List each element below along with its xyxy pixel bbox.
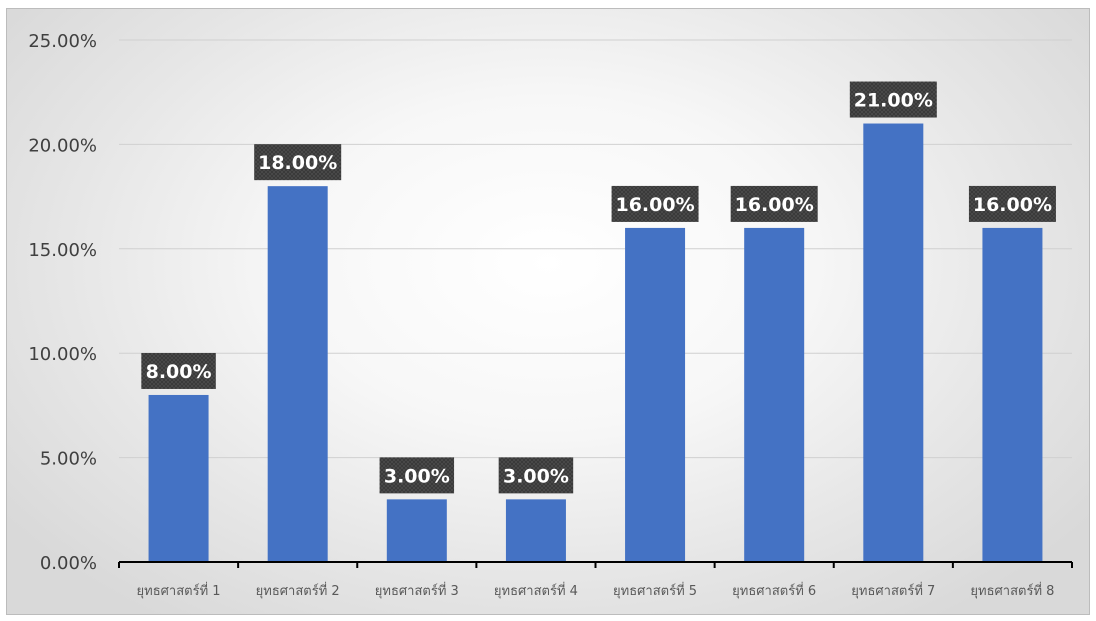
bar bbox=[982, 227, 1043, 563]
bar bbox=[863, 123, 924, 563]
x-tick-label: ยุทธศาสตร์ที่ 3 bbox=[375, 582, 459, 599]
data-label-text: 21.00% bbox=[854, 90, 933, 112]
bar-chart: 0.00% 5.00% 10.00% 15.00% 20.00% 25.00% ยุทธศ… bbox=[28, 31, 1073, 599]
y-tick-label: 20.00% bbox=[28, 135, 97, 156]
data-label: 8.00% bbox=[141, 352, 216, 389]
x-tick-label: ยุทธศาสตร์ที่ 8 bbox=[970, 582, 1054, 599]
data-label-box bbox=[968, 185, 1056, 222]
data-label: 16.00% bbox=[611, 185, 699, 222]
y-tick-label: 10.00% bbox=[28, 344, 97, 365]
data-label: 16.00% bbox=[968, 185, 1056, 222]
bar bbox=[148, 394, 209, 562]
data-label-box bbox=[254, 144, 342, 181]
bar bbox=[386, 499, 447, 562]
bar bbox=[267, 186, 328, 562]
y-tick-label: 15.00% bbox=[28, 240, 97, 261]
x-tick-label: ยุทธศาสตร์ที่ 6 bbox=[732, 582, 816, 599]
bars bbox=[148, 123, 1043, 563]
data-label-box bbox=[849, 81, 937, 118]
data-label-text: 8.00% bbox=[146, 361, 212, 383]
bar bbox=[744, 227, 805, 563]
chart-area: 0.00% 5.00% 10.00% 15.00% 20.00% 25.00% ยุทธศ… bbox=[6, 8, 1090, 615]
x-tick-label: ยุทธศาสตร์ที่ 7 bbox=[851, 582, 935, 599]
data-label: 21.00% bbox=[849, 81, 937, 118]
data-label-text: 16.00% bbox=[973, 194, 1052, 216]
y-tick-label: 0.00% bbox=[40, 553, 97, 574]
data-label-box bbox=[498, 457, 574, 494]
y-tick-label: 25.00% bbox=[28, 31, 97, 52]
x-tick-label: ยุทธศาสตร์ที่ 1 bbox=[137, 582, 221, 599]
x-tick-label: ยุทธศาสตร์ที่ 4 bbox=[494, 582, 578, 599]
bar bbox=[505, 499, 566, 562]
x-axis bbox=[118, 561, 1073, 568]
y-axis-tick-labels: 0.00% 5.00% 10.00% 15.00% 20.00% 25.00% bbox=[28, 31, 97, 574]
data-label: 16.00% bbox=[730, 185, 818, 222]
data-label-text: 18.00% bbox=[258, 152, 337, 174]
data-label: 3.00% bbox=[498, 457, 574, 494]
y-tick-label: 5.00% bbox=[40, 449, 97, 470]
x-tick-label: ยุทธศาสตร์ที่ 2 bbox=[256, 582, 340, 599]
data-labels: 8.00% 18.00% 3.00% 3.00% 16.00% 16.00% 21.00% 1… bbox=[141, 81, 1056, 494]
data-label-text: 3.00% bbox=[384, 465, 450, 487]
data-label: 3.00% bbox=[379, 457, 455, 494]
data-label-box bbox=[379, 457, 455, 494]
data-label-text: 3.00% bbox=[503, 465, 569, 487]
x-tick-label: ยุทธศาสตร์ที่ 5 bbox=[613, 582, 697, 599]
data-label-box bbox=[611, 185, 699, 222]
data-label: 18.00% bbox=[254, 144, 342, 181]
data-label-text: 16.00% bbox=[735, 194, 814, 216]
data-label-text: 16.00% bbox=[615, 194, 694, 216]
data-label-box bbox=[141, 352, 216, 389]
data-label-box bbox=[730, 185, 818, 222]
bar bbox=[625, 227, 686, 563]
x-axis-tick-labels: ยุทธศาสตร์ที่ 1 ยุทธศาสตร์ที่ 2 ยุทธศาสตร์… bbox=[137, 582, 1055, 599]
